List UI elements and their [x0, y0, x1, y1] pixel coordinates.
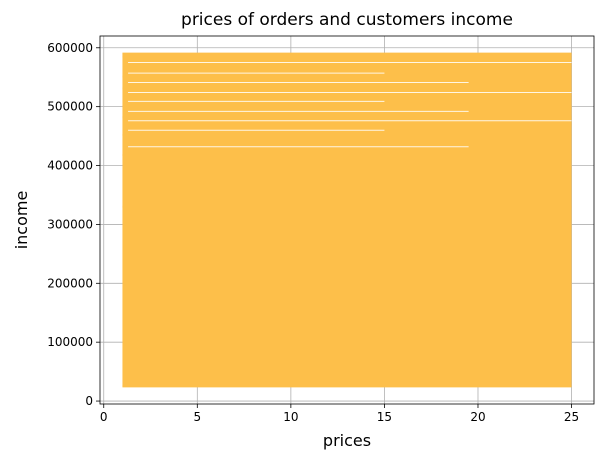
series-band [122, 53, 572, 387]
x-tick-label: 0 [100, 410, 108, 424]
plot-frame [99, 35, 595, 405]
chart-title: prices of orders and customers income [181, 10, 513, 30]
y-tick-label: 100000 [47, 335, 93, 349]
x-axis-label: prices [323, 431, 371, 450]
data-area [122, 52, 572, 388]
y-tick-label: 200000 [47, 276, 93, 290]
axis-ticks: 0 5 10 15 20 25 0 100000 200000 300000 400000 50000… [47, 41, 579, 424]
y-axis-label: income [12, 191, 31, 250]
y-tick-label: 0 [85, 394, 93, 408]
y-tick-label: 500000 [47, 100, 93, 114]
x-tick-label: 20 [470, 410, 485, 424]
y-tick-label: 400000 [47, 159, 93, 173]
y-tick-label: 300000 [47, 217, 93, 231]
x-tick-label: 15 [377, 410, 392, 424]
y-tick-label: 600000 [47, 41, 93, 55]
x-tick-label: 25 [564, 410, 579, 424]
x-tick-label: 10 [283, 410, 298, 424]
x-tick-label: 5 [193, 410, 201, 424]
